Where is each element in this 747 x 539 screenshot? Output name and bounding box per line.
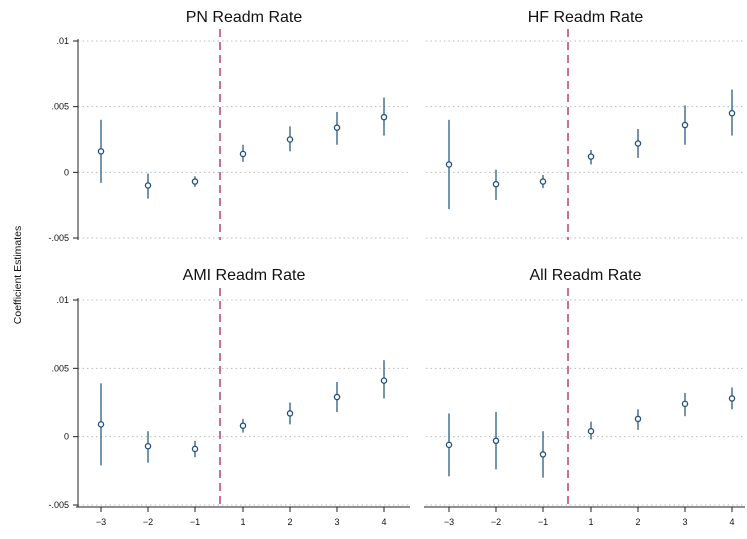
point-estimate <box>333 124 341 131</box>
point-estimate <box>445 441 453 449</box>
point-estimate <box>191 178 199 185</box>
panel-title: PN Readm Rate <box>186 9 303 26</box>
x-tick-label: 4 <box>729 517 734 527</box>
x-tick-label: −1 <box>538 517 548 527</box>
point-estimate <box>681 400 689 408</box>
y-tick-label: 0 <box>64 432 69 442</box>
point-estimate <box>97 421 105 428</box>
x-tick-label: −2 <box>143 517 153 527</box>
x-tick-label: −3 <box>444 517 454 527</box>
point-estimate <box>380 113 388 121</box>
x-tick-label: 4 <box>381 517 386 527</box>
point-estimate <box>286 410 294 417</box>
point-estimate <box>539 178 547 185</box>
point-estimate <box>191 445 199 453</box>
point-estimate <box>97 148 105 155</box>
x-tick-label: 2 <box>287 517 292 527</box>
point-estimate <box>239 422 247 429</box>
point-estimate <box>728 109 736 117</box>
point-estimate <box>587 427 595 435</box>
point-estimate <box>492 437 500 445</box>
y-tick-label: .005 <box>51 102 69 112</box>
point-estimate <box>681 121 689 129</box>
x-tick-label: 3 <box>334 517 339 527</box>
x-tick-label: −1 <box>190 517 200 527</box>
x-tick-label: 2 <box>635 517 640 527</box>
point-estimate <box>492 180 500 188</box>
y-tick-label: 0 <box>64 167 69 177</box>
x-tick-label: 1 <box>240 517 245 527</box>
point-estimate <box>144 442 152 450</box>
point-estimate <box>634 140 642 147</box>
panel-title: All Readm Rate <box>529 267 641 284</box>
x-tick-label: −3 <box>96 517 106 527</box>
y-tick-label: -.005 <box>48 233 69 243</box>
point-estimate <box>728 395 736 402</box>
point-estimate <box>539 451 547 458</box>
panel-title: AMI Readm Rate <box>183 267 306 284</box>
point-estimate <box>587 153 595 160</box>
x-tick-label: −2 <box>491 517 501 527</box>
y-tick-label: .01 <box>56 36 69 46</box>
x-tick-label: 1 <box>588 517 593 527</box>
point-estimate <box>286 136 294 143</box>
x-tick-label: 3 <box>682 517 687 527</box>
y-axis-label: Coefficient Estimates <box>12 226 24 324</box>
point-estimate <box>144 182 152 189</box>
point-estimate <box>239 150 247 158</box>
point-estimate <box>380 377 388 384</box>
y-tick-label: .005 <box>51 363 69 373</box>
y-tick-label: .01 <box>56 295 69 305</box>
y-tick-label: -.005 <box>48 500 69 510</box>
point-estimate <box>445 161 453 168</box>
panel-title: HF Readm Rate <box>528 9 644 26</box>
point-estimate <box>333 393 341 401</box>
point-estimate <box>634 415 642 423</box>
